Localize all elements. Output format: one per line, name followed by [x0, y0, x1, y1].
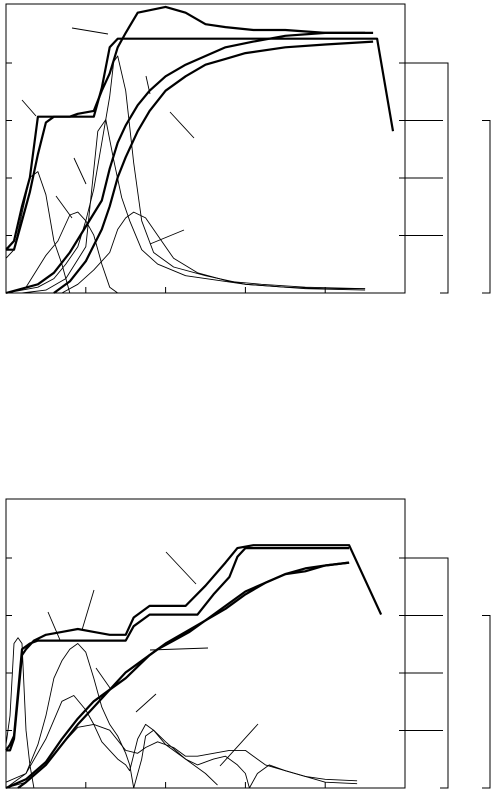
plot-frame	[5, 498, 406, 789]
annotation-leader	[71, 27, 109, 35]
series-line-7	[5, 37, 395, 251]
series-line-5	[6, 544, 383, 752]
series-line-1	[5, 637, 35, 789]
range-bracket	[440, 62, 449, 294]
series-line-6	[6, 5, 366, 251]
range-bracket	[440, 557, 449, 789]
series-line-2	[5, 643, 218, 789]
chart-bottom	[5, 498, 491, 790]
range-bracket	[482, 615, 491, 789]
annotation-leader	[169, 111, 195, 139]
annotation-leader	[21, 99, 37, 117]
series-line-3	[6, 119, 366, 294]
annotation-leader	[149, 647, 209, 651]
series-line-6	[5, 547, 350, 752]
series-line-8	[5, 561, 350, 790]
annotation-leader	[165, 551, 197, 585]
range-bracket	[482, 120, 491, 294]
series-line-9	[5, 31, 374, 295]
annotation-leader	[47, 611, 61, 641]
annotation-leader	[135, 693, 157, 713]
annotation-leader	[73, 157, 87, 185]
annotation-leader	[95, 667, 111, 689]
annotation-leader	[55, 195, 73, 219]
annotation-leader	[149, 229, 185, 245]
series-line-4	[5, 723, 358, 789]
series-line-2	[5, 211, 118, 294]
plot-frame	[5, 3, 406, 294]
annotation-leader	[145, 75, 151, 95]
series-line-8	[53, 40, 374, 294]
series-line-3	[5, 695, 358, 789]
chart-top	[5, 3, 491, 295]
series-line-5	[61, 211, 366, 294]
annotation-leader	[81, 589, 95, 631]
annotation-leader	[219, 723, 259, 767]
